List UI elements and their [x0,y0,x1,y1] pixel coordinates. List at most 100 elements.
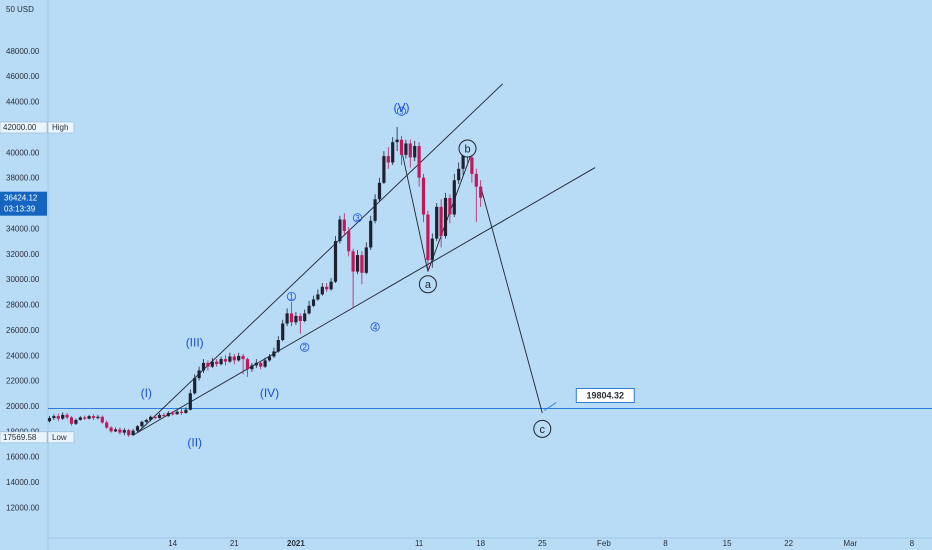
target-label-box [575,387,635,403]
x-tick-label: 25 [538,539,547,548]
y-tick-label: 38000.00 [6,174,40,183]
price-badge-value: 17569.58 [3,433,37,442]
candle-body [100,416,104,423]
candle-body [135,426,140,431]
candle-body [144,419,148,422]
candle-body [426,214,430,261]
candle-body [65,414,69,418]
candle-body [47,418,52,422]
candle-body [325,286,329,290]
candle-body [241,355,245,360]
wave-sub-circle [370,322,380,332]
candle-body [171,412,175,415]
candle-body [479,186,483,198]
candle-body [223,359,228,362]
candle-body [197,370,201,379]
candle-body [215,361,219,365]
x-tick-label: 21 [230,539,239,548]
candlesticks [47,126,483,437]
candle-body [461,152,465,169]
candle-body [113,429,118,432]
candle-body [351,251,355,272]
candle-body [52,416,56,419]
current-price-value: 36424.12 [4,194,38,203]
candle-body [417,145,421,178]
y-tick-label: 48000.00 [6,47,40,56]
price-badge-tag: High [52,123,68,132]
candle-body [61,414,65,419]
candle-body [78,417,82,420]
candle-body [408,143,412,158]
candle-body [355,255,360,272]
x-tick-label: 15 [723,539,732,548]
wave-point-circle [458,139,477,158]
y-tick-label: 30000.00 [6,275,40,284]
candle-body [404,143,408,155]
wave-sub-circle [352,213,363,223]
candle-body [219,359,223,365]
y-tick-label: 20000.00 [6,402,40,411]
candle-body [263,360,267,367]
y-tick-label: 44000.00 [6,98,40,107]
candle-body [281,323,285,341]
wave-label: 1 [289,292,294,301]
trendline-lower [132,167,596,436]
y-tick-label: 14000.00 [6,478,40,487]
candle-body [369,220,373,248]
x-tick-label: 11 [415,539,424,548]
candle-body [311,299,316,306]
countdown-timer: 03:13:39 [4,205,36,214]
trendline-to-a [401,149,429,272]
y-tick-label: 40000.00 [6,148,40,157]
price-badge-tag: Low [52,433,67,442]
candle-body [364,247,368,273]
target-label-value: 19804.32 [587,390,625,400]
candle-body [206,362,210,367]
x-tick-label: Mar [843,539,857,548]
x-axis[interactable]: 14 21 2021 11 18 25 Feb 8 15 22 Mar 8 [168,539,914,548]
candle-body [122,430,126,433]
x-tick-label: 8 [910,539,915,548]
candle-body [250,365,254,370]
candle-body [421,177,426,215]
candle-body [272,351,276,357]
target-pointer [544,402,557,411]
y-tick-label: 16000.00 [6,453,40,462]
candle-body [175,411,179,415]
candle-body [333,241,338,282]
candle-body [276,340,280,352]
candle-body [157,414,162,419]
price-badge-tag-box [47,431,75,444]
y-tick-label: 32000.00 [6,250,40,259]
candle-body [382,156,386,183]
price-badge [0,431,48,444]
candle-body [320,286,324,295]
y-axis[interactable]: 50 USD 12000.0014000.0016000.0018000.002… [6,5,40,512]
candle-body [399,139,404,155]
candle-body [149,416,153,420]
candle-body [69,417,74,424]
x-tick-label: 18 [476,539,485,548]
x-tick-label: 22 [784,539,793,548]
candle-body [294,315,298,323]
wave-label: (I) [141,386,152,400]
candle-body [118,429,122,433]
current-price-badge [0,191,47,216]
candle-body [298,315,302,322]
candle-body [210,361,214,367]
candle-body [329,281,333,290]
candle-body [109,427,113,432]
candle-body [474,173,478,187]
y-tick-label: 22000.00 [6,377,40,386]
y-tick-label: 46000.00 [6,72,40,81]
candle-body [105,422,109,428]
candle-body [201,362,206,371]
candle-body [140,421,144,427]
wave-label: 3 [355,214,360,223]
x-tick-label: Feb [597,539,611,548]
wave-label: 4 [373,323,378,332]
candle-body [237,355,241,361]
candle-body [267,356,272,361]
